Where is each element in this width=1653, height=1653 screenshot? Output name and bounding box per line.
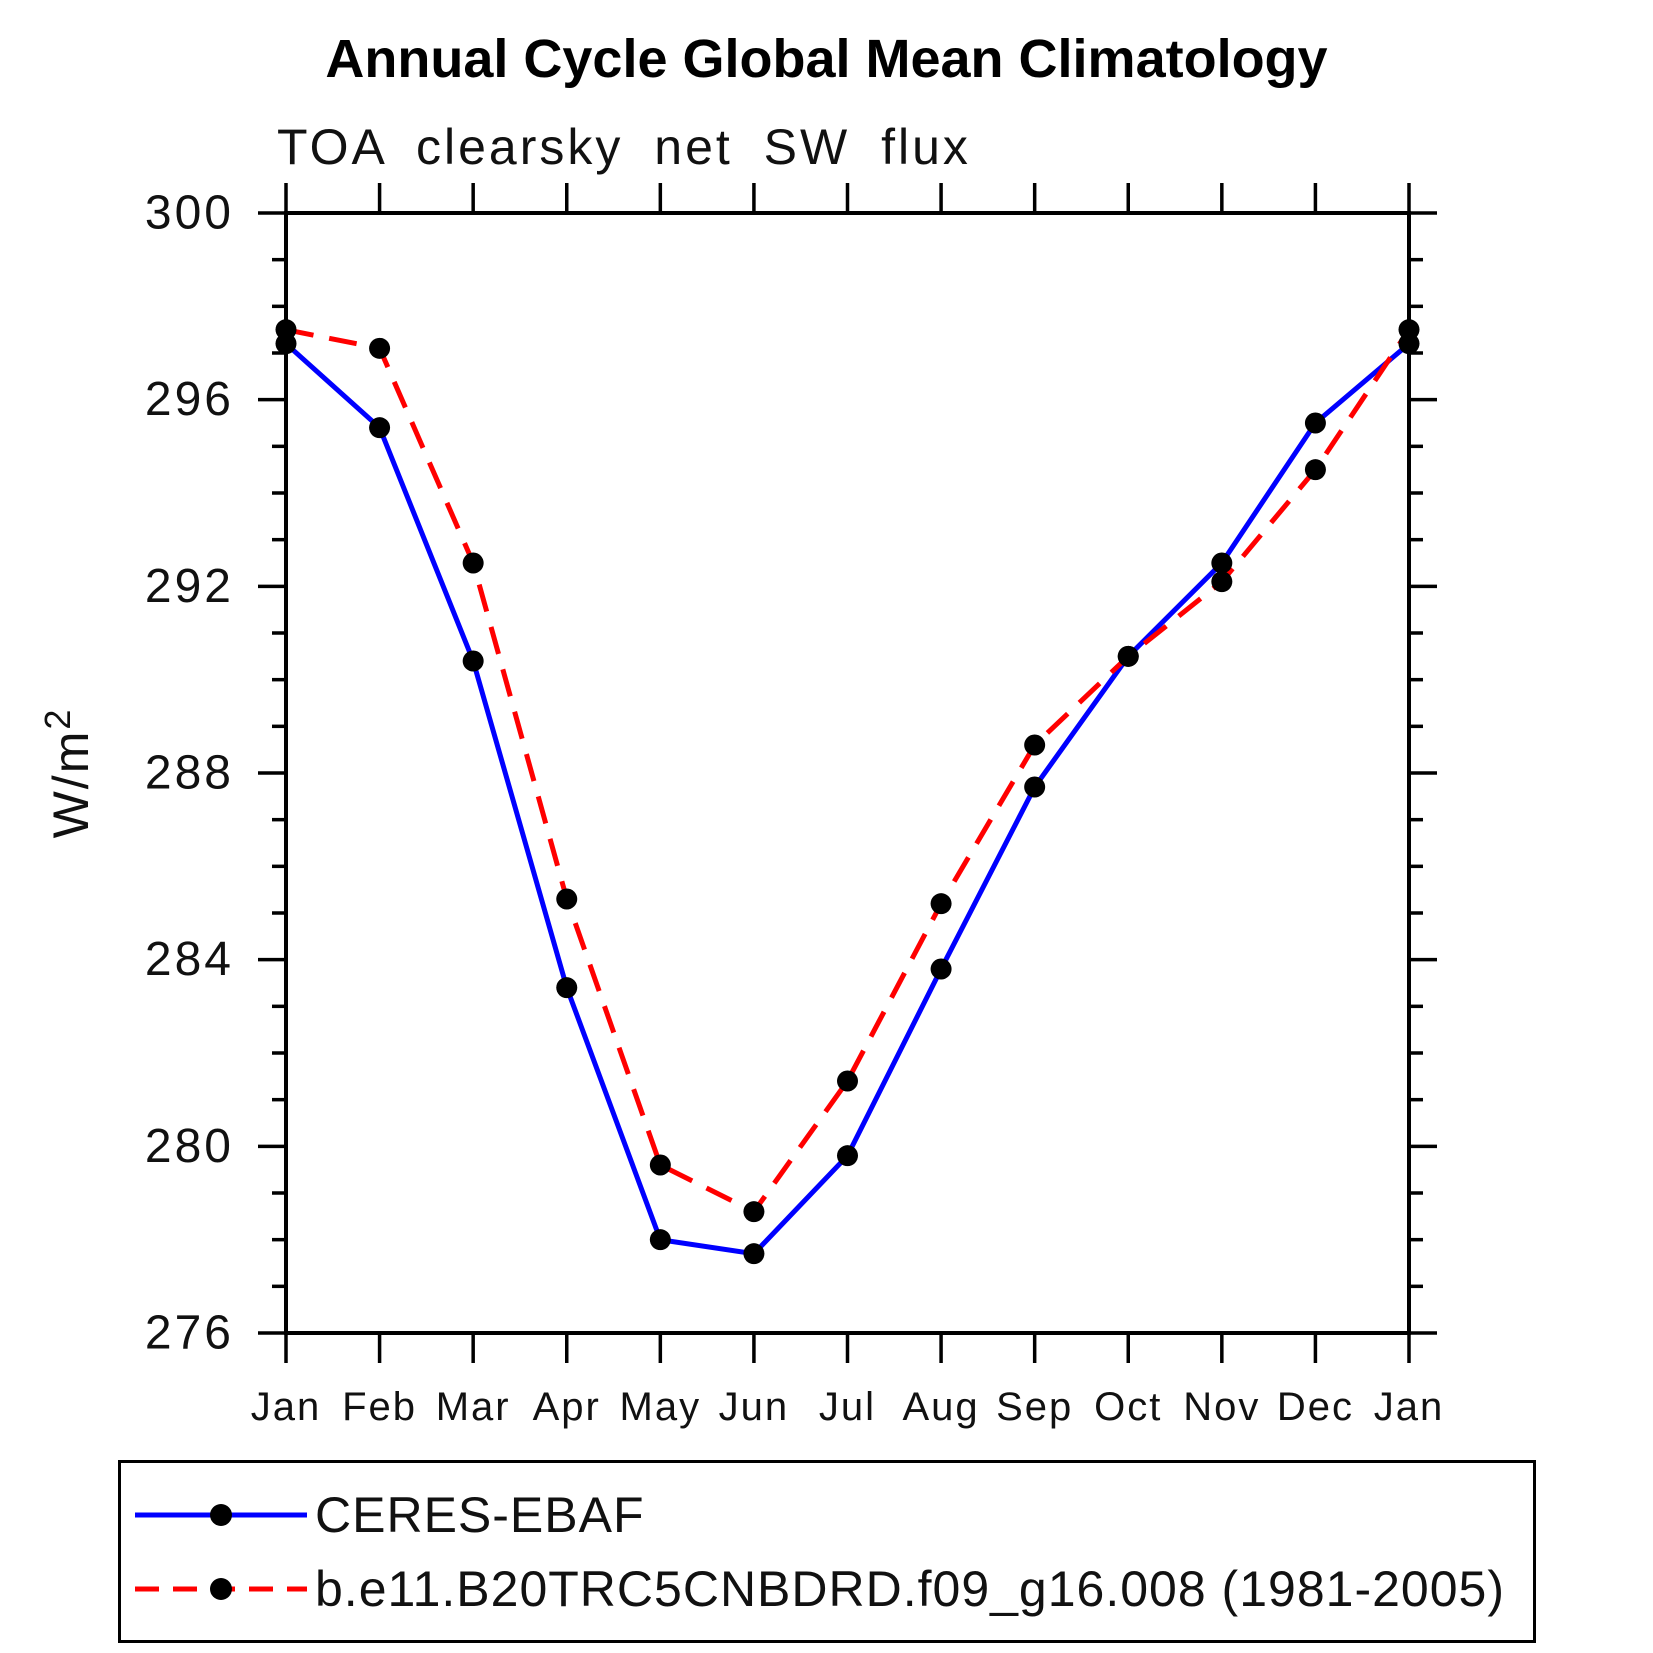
- data-point-marker-series-1: [462, 552, 484, 574]
- data-point-marker-series-0: [556, 977, 578, 999]
- legend-item: CERES-EBAF: [131, 1487, 1533, 1543]
- chart-title: Annual Cycle Global Mean Climatology: [325, 29, 1328, 89]
- y-tick-label: 292: [145, 560, 234, 613]
- data-point-marker-series-1: [743, 1201, 765, 1223]
- data-point-marker-series-1: [369, 337, 391, 359]
- y-axis-title: W/m2: [37, 708, 99, 839]
- data-point-marker-series-0: [369, 417, 391, 439]
- x-tick-label: Apr: [533, 1385, 601, 1429]
- data-point-marker-series-0: [1211, 552, 1233, 574]
- x-tick-label: Oct: [1094, 1385, 1162, 1429]
- circle-marker-icon: [210, 1577, 232, 1600]
- x-tick-label: Sep: [996, 1385, 1073, 1429]
- data-point-marker-series-0: [1024, 776, 1046, 798]
- data-point-marker-series-1: [556, 888, 578, 910]
- y-tick-label: 284: [145, 933, 234, 986]
- legend-label: CERES-EBAF: [315, 1486, 645, 1543]
- x-tick-label: Jun: [719, 1385, 790, 1429]
- legend-line-sample: [135, 1577, 307, 1600]
- y-tick-label: 280: [145, 1120, 234, 1173]
- data-point-marker-series-1: [930, 893, 952, 915]
- data-point-marker-series-1: [1304, 459, 1326, 481]
- legend-item: b.e11.B20TRC5CNBDRD.f09_g16.008 (1981-20…: [131, 1561, 1533, 1617]
- data-point-marker-series-0: [649, 1229, 671, 1251]
- data-point-marker-series-0: [462, 650, 484, 672]
- y-tick-label: 296: [145, 373, 234, 426]
- data-point-marker-series-0: [930, 958, 952, 980]
- chart-subtitle: TOA clearsky net SW flux: [277, 119, 971, 175]
- data-point-marker-series-1: [1211, 571, 1233, 593]
- y-tick-label: 288: [145, 747, 234, 800]
- data-point-marker-series-1: [1024, 734, 1046, 756]
- data-point-marker-series-1: [649, 1154, 671, 1176]
- x-tick-label: Nov: [1183, 1385, 1260, 1429]
- data-point-marker-series-1: [1117, 645, 1139, 667]
- data-point-marker-series-0: [837, 1145, 858, 1167]
- data-point-marker-series-0: [743, 1243, 765, 1265]
- y-tick-label: 300: [145, 187, 234, 240]
- legend-label: b.e11.B20TRC5CNBDRD.f09_g16.008 (1981-20…: [315, 1560, 1505, 1617]
- x-tick-label: Jul: [819, 1385, 876, 1429]
- x-tick-label: Aug: [902, 1385, 979, 1429]
- x-tick-label: Feb: [342, 1385, 417, 1429]
- data-point-marker-series-1: [275, 319, 297, 341]
- y-tick-label: 276: [145, 1307, 234, 1360]
- circle-marker-icon: [210, 1503, 232, 1526]
- x-tick-label: Jan: [251, 1385, 322, 1429]
- x-tick-label: Mar: [436, 1385, 511, 1429]
- x-tick-label: May: [620, 1385, 702, 1429]
- data-point-marker-series-0: [1304, 412, 1326, 434]
- legend-line-sample: [135, 1503, 307, 1526]
- data-point-marker-series-1: [837, 1070, 858, 1092]
- series-line-0: [284, 341, 1411, 1257]
- data-point-marker-series-1: [1398, 319, 1420, 341]
- legend: CERES-EBAF b.e11.B20TRC5CNBDRD.f09_g16.00…: [118, 1460, 1536, 1643]
- x-tick-label: Jan: [1374, 1385, 1445, 1429]
- x-tick-label: Dec: [1277, 1385, 1354, 1429]
